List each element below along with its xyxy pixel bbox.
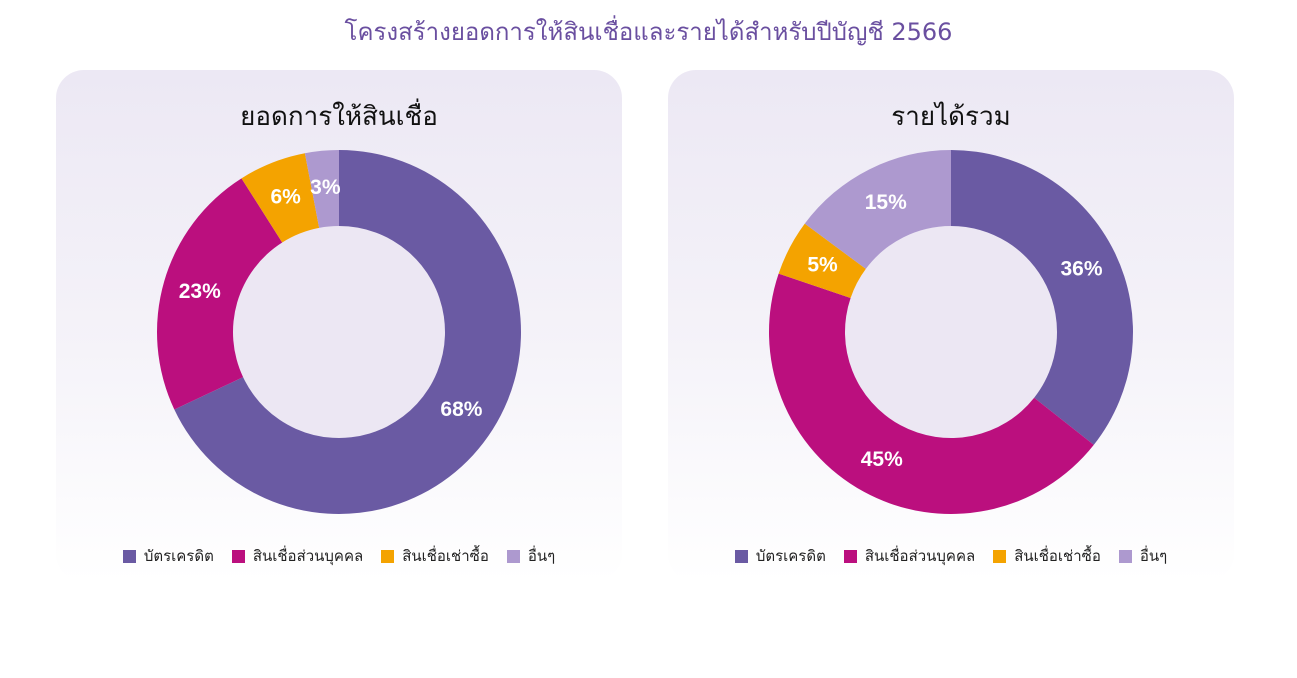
legend-label-personal-loan: สินเชื่อส่วนบุคคล — [864, 547, 976, 565]
legend-item-others: อื่นๆ — [1118, 544, 1168, 568]
legend-label-hire-purchase: สินเชื่อเช่าซื้อ — [402, 547, 489, 565]
slice-hire-purchase — [778, 223, 866, 298]
legend-item-personal-loan: สินเชื่อส่วนบุคคล — [843, 544, 976, 568]
slice-others — [804, 150, 951, 269]
slice-label-personal-loan: 23% — [179, 280, 221, 303]
slice-hire-purchase — [241, 153, 320, 243]
legend-item-credit-card: บัตรเครดิต — [122, 544, 214, 568]
legend-label-others: อื่นๆ — [527, 547, 556, 565]
legend-label-others: อื่นๆ — [1139, 547, 1168, 565]
legend-swatch-personal-loan — [231, 549, 245, 563]
legend-item-credit-card: บัตรเครดิต — [734, 544, 826, 568]
slice-credit-card — [174, 150, 521, 514]
legend-swatch-hire-purchase — [993, 549, 1007, 563]
slice-label-hire-purchase: 6% — [270, 186, 301, 209]
total-revenue-donut-chart: 36% 45% 5% 15% — [769, 150, 1133, 514]
total-revenue-panel: รายได้รวม 36% 45% 5% 15% บัตรเครดิต สินเชื่… — [668, 70, 1234, 582]
legend-swatch-credit-card — [734, 549, 748, 563]
legend-swatch-others — [506, 549, 520, 563]
legend-swatch-credit-card — [122, 549, 136, 563]
slice-label-personal-loan: 45% — [861, 448, 903, 471]
page-title: โครงสร้างยอดการให้สินเชื่อและรายได้สำหรั… — [344, 18, 953, 46]
legend-item-hire-purchase: สินเชื่อเช่าซื้อ — [381, 544, 489, 568]
slice-label-others: 3% — [310, 176, 341, 199]
legend-label-credit-card: บัตรเครดิต — [143, 547, 214, 565]
legend-item-personal-loan: สินเชื่อส่วนบุคคล — [231, 544, 364, 568]
legend-label-hire-purchase: สินเชื่อเช่าซื้อ — [1014, 547, 1101, 565]
slice-personal-loan — [769, 273, 1094, 514]
donut-hole — [845, 226, 1057, 438]
total-revenue-title: รายได้รวม — [891, 102, 1011, 132]
slice-label-others: 15% — [865, 191, 907, 214]
slice-personal-loan — [157, 178, 283, 410]
slice-credit-card — [951, 150, 1133, 445]
slice-others — [304, 150, 339, 228]
legend-label-personal-loan: สินเชื่อส่วนบุคคล — [252, 547, 364, 565]
slice-label-credit-card: 68% — [440, 398, 482, 421]
legend-item-hire-purchase: สินเชื่อเช่าซื้อ — [993, 544, 1101, 568]
legend-swatch-hire-purchase — [381, 549, 395, 563]
legend-item-others: อื่นๆ — [506, 544, 556, 568]
slice-label-hire-purchase: 5% — [807, 253, 838, 276]
loan-volume-legend: บัตรเครดิต สินเชื่อส่วนบุคคล สินเชื่อเช่… — [56, 544, 622, 568]
loan-volume-panel: ยอดการให้สินเชื่อ 68% 23% 6% 3% บัตรเครดิต … — [56, 70, 622, 582]
legend-swatch-others — [1118, 549, 1132, 563]
legend-label-credit-card: บัตรเครดิต — [755, 547, 826, 565]
loan-volume-donut-chart: 68% 23% 6% 3% — [157, 150, 521, 514]
slice-label-credit-card: 36% — [1060, 257, 1102, 280]
total-revenue-legend: บัตรเครดิต สินเชื่อส่วนบุคคล สินเชื่อเช่… — [668, 544, 1234, 568]
donut-hole — [233, 226, 445, 438]
legend-swatch-personal-loan — [843, 549, 857, 563]
loan-volume-title: ยอดการให้สินเชื่อ — [240, 102, 438, 132]
